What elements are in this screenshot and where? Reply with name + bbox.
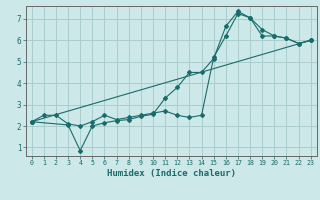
X-axis label: Humidex (Indice chaleur): Humidex (Indice chaleur) bbox=[107, 169, 236, 178]
